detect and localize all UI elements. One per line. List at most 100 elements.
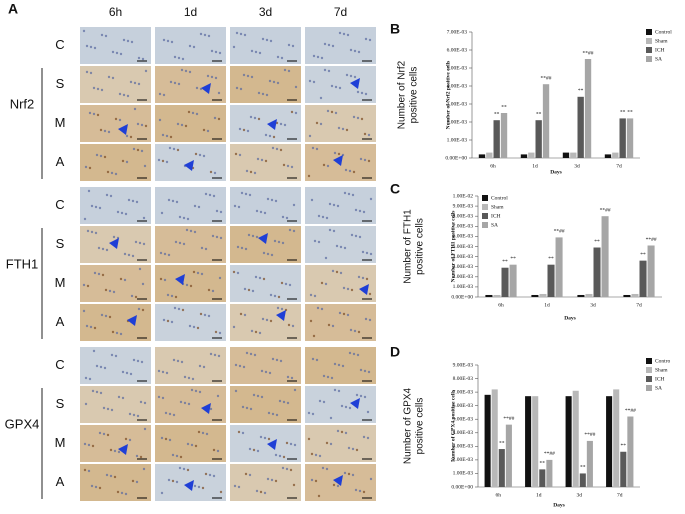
legend-label: Control — [655, 29, 672, 35]
y-axis-title: Number of FTH1 — [403, 209, 414, 284]
cell-nucleus — [347, 472, 351, 476]
x-tick-label: 7d — [616, 163, 622, 169]
cell-nucleus — [87, 443, 91, 447]
cell-nucleus — [292, 483, 296, 487]
cell-nucleus — [310, 478, 314, 482]
y-axis-title: positive cells — [415, 218, 426, 275]
cell-nucleus — [324, 282, 328, 286]
cell-nucleus — [175, 480, 179, 484]
cell-nucleus — [273, 239, 277, 243]
y-tick-label: 6.00E-03 — [453, 403, 474, 409]
cell-nucleus — [336, 204, 340, 208]
cell-nucleus — [83, 442, 87, 446]
y-tick-label: 3.00E-03 — [447, 101, 468, 107]
cell-nucleus — [257, 117, 261, 121]
cell-nucleus — [213, 353, 217, 357]
cell-nucleus — [355, 448, 359, 452]
cell-nucleus — [161, 133, 165, 137]
cell-nucleus — [350, 288, 354, 292]
cell-nucleus — [353, 75, 357, 79]
cell-nucleus — [368, 318, 372, 322]
arrowhead — [276, 310, 286, 321]
cell-nucleus — [174, 295, 178, 299]
cell-nucleus — [255, 209, 259, 213]
cell-nucleus — [234, 389, 238, 393]
cell-nucleus — [178, 241, 182, 245]
micrograph — [230, 347, 301, 384]
cell-nucleus — [173, 55, 177, 59]
cell-nucleus — [217, 91, 221, 95]
cell-nucleus — [346, 33, 350, 37]
cell-nucleus — [257, 91, 261, 95]
cell-nucleus — [288, 283, 292, 287]
cell-nucleus — [291, 324, 295, 328]
cell-nucleus — [241, 431, 245, 435]
cell-nucleus — [134, 240, 138, 244]
micrograph — [305, 425, 376, 462]
cell-nucleus — [289, 468, 293, 472]
cell-nucleus — [197, 205, 201, 209]
cell-nucleus — [122, 38, 126, 42]
cell-nucleus — [104, 288, 108, 292]
x-tick-label: 6h — [490, 163, 496, 169]
cell-nucleus — [159, 277, 163, 281]
cell-nucleus — [235, 86, 239, 90]
cell-nucleus — [265, 38, 269, 42]
y-tick-label: 7.00E-03 — [453, 224, 474, 230]
micrograph — [155, 347, 226, 384]
cell-nucleus — [113, 449, 117, 453]
cell-nucleus — [342, 286, 346, 290]
significance-mark: ** — [578, 88, 584, 94]
significance-mark: ** — [536, 111, 542, 117]
micrograph — [155, 105, 226, 142]
cell-nucleus — [367, 159, 371, 163]
cell-nucleus — [186, 217, 190, 221]
cell-nucleus — [136, 148, 140, 152]
cell-nucleus — [219, 210, 223, 214]
bar — [493, 120, 500, 158]
cell-nucleus — [112, 290, 116, 294]
cell-nucleus — [317, 214, 321, 218]
cell-nucleus — [202, 365, 206, 369]
cell-nucleus — [136, 359, 140, 363]
cell-nucleus — [287, 323, 291, 327]
bar — [639, 260, 647, 297]
cell-nucleus — [246, 129, 250, 133]
cell-nucleus — [234, 363, 238, 367]
significance-mark: ** — [494, 111, 500, 117]
cell-nucleus — [253, 353, 257, 357]
cell-nucleus — [246, 74, 250, 78]
cell-nucleus — [244, 247, 248, 251]
bar — [631, 293, 639, 297]
cell-nucleus — [364, 92, 368, 96]
cell-nucleus — [335, 244, 339, 248]
micrograph — [230, 265, 301, 302]
cell-nucleus — [211, 234, 215, 238]
cell-nucleus — [187, 110, 191, 114]
cell-nucleus — [243, 313, 247, 317]
y-axis-label: Number of GPX4 positive cells — [450, 390, 456, 462]
micrograph — [230, 386, 301, 423]
cell-nucleus — [198, 390, 202, 394]
cell-nucleus — [237, 430, 241, 434]
legend-label: Control — [491, 195, 508, 201]
cell-nucleus — [93, 326, 97, 330]
bar — [565, 396, 572, 487]
cell-nucleus — [141, 308, 145, 312]
cell-nucleus — [256, 157, 260, 161]
cell-nucleus — [348, 169, 352, 173]
cell-nucleus — [282, 163, 286, 167]
bar — [647, 245, 655, 297]
cell-nucleus — [170, 294, 174, 298]
cell-nucleus — [236, 271, 240, 275]
micrograph — [305, 265, 376, 302]
cell-nucleus — [315, 358, 319, 362]
cell-nucleus — [206, 74, 210, 78]
cell-nucleus — [184, 69, 188, 73]
cell-nucleus — [279, 359, 283, 363]
cell-nucleus — [333, 388, 337, 392]
cell-nucleus — [170, 40, 174, 44]
cell-nucleus — [187, 402, 191, 406]
y-axis-title: Number of Nrf2 — [397, 60, 408, 129]
cell-nucleus — [256, 394, 260, 398]
